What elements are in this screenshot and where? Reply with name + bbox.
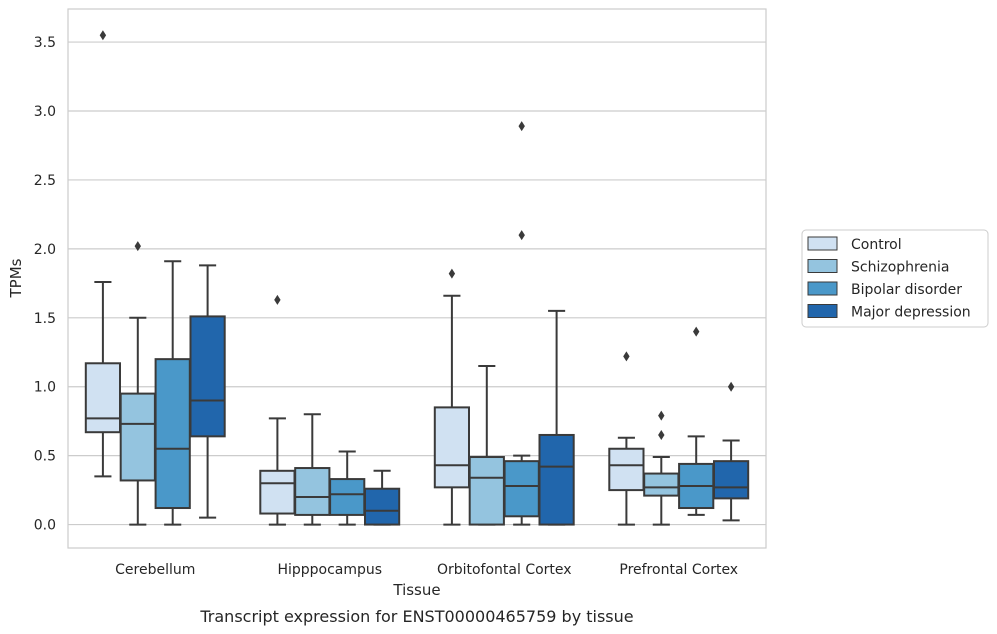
- outlier-point: [658, 429, 665, 440]
- box-body: [503, 460, 540, 518]
- box: [538, 309, 575, 526]
- box-body: [189, 315, 226, 438]
- box: [119, 241, 156, 526]
- y-tick-label: 0.5: [34, 449, 56, 465]
- legend-swatch: [807, 281, 838, 296]
- box-body: [433, 406, 471, 489]
- box-body: [538, 433, 575, 526]
- box-body: [154, 358, 191, 510]
- box-body: [84, 362, 122, 434]
- box: [189, 264, 226, 519]
- x-axis-title: Tissue: [392, 581, 440, 599]
- box: [468, 365, 505, 526]
- box: [433, 268, 471, 526]
- legend-swatch: [807, 304, 838, 318]
- y-tick-label: 2.5: [34, 173, 56, 189]
- box-body: [608, 447, 645, 492]
- box-series-layer: [84, 30, 750, 526]
- outlier-point: [274, 294, 281, 305]
- box-body: [363, 487, 401, 526]
- legend-swatch: [807, 236, 838, 251]
- box: [643, 410, 680, 526]
- box: [678, 326, 715, 516]
- x-tick-label: Orbitofontal Cortex: [437, 562, 572, 578]
- box-body: [643, 472, 680, 497]
- y-tick-label: 0.0: [34, 518, 56, 534]
- outlier-point: [658, 410, 665, 421]
- outlier-point: [99, 30, 107, 41]
- box: [503, 121, 540, 526]
- box: [329, 450, 366, 526]
- y-tick-label: 2.0: [34, 242, 56, 258]
- outlier-point: [693, 326, 700, 337]
- x-tick-label: Hipppocampus: [277, 562, 382, 578]
- y-tick-labels: 0.0 0.5 1.0 1.5 2.0 2.5 3.0 3.5: [34, 35, 56, 533]
- box-body: [119, 392, 156, 482]
- outlier-point: [727, 381, 735, 392]
- legend-label: Major depression: [851, 305, 971, 321]
- outlier-point: [623, 351, 630, 362]
- box: [363, 469, 401, 526]
- box-body: [294, 467, 331, 516]
- box-body: [468, 456, 505, 526]
- outlier-point: [518, 230, 525, 241]
- box-body: [712, 460, 750, 500]
- y-tick-label: 3.0: [34, 104, 56, 120]
- box: [712, 381, 750, 522]
- x-tick-label: Prefrontal Cortex: [619, 562, 738, 578]
- y-tick-label: 1.5: [34, 311, 56, 327]
- legend-label: Schizophrenia: [851, 260, 949, 276]
- series-major-depression: [189, 264, 750, 526]
- figure-caption: Transcript expression for ENST0000046575…: [199, 607, 633, 626]
- x-tick-label: Cerebellum: [115, 562, 195, 578]
- outlier-point: [518, 121, 525, 132]
- series-bipolar-disorder: [154, 121, 715, 526]
- legend-frame: [801, 229, 989, 328]
- y-tick-label: 3.5: [34, 35, 56, 51]
- box: [294, 413, 331, 526]
- plot-frame: [67, 8, 767, 549]
- series-control: [84, 30, 645, 526]
- box: [259, 294, 296, 526]
- legend-label: Bipolar disorder: [851, 282, 962, 298]
- y-tick-label: 1.0: [34, 380, 56, 396]
- box: [84, 30, 122, 478]
- outlier-point: [448, 268, 456, 279]
- box-body: [329, 478, 366, 516]
- legend-swatch: [807, 259, 838, 273]
- box: [154, 260, 191, 526]
- legend-label: Control: [851, 237, 902, 253]
- series-schizophrenia: [119, 241, 680, 526]
- box: [608, 351, 645, 526]
- box-body: [259, 469, 296, 515]
- outlier-point: [134, 241, 141, 252]
- x-tick-labels: Cerebellum Hipppocampus Orbitofontal Corte…: [115, 562, 738, 578]
- y-axis-title: TPMs: [7, 258, 25, 298]
- legend: Control Schizophrenia Bipolar disorder Majo…: [801, 229, 989, 328]
